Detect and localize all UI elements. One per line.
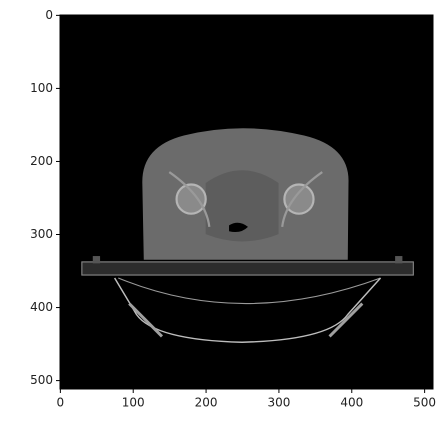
- pelvis-soft-tissue: [205, 170, 279, 242]
- table-edge-right: [395, 256, 403, 264]
- x-tick-label: 0: [57, 396, 65, 410]
- y-tick-label: 400: [30, 300, 53, 314]
- rectal-gas: [229, 222, 248, 233]
- right-hip: [283, 183, 315, 215]
- image: [60, 15, 433, 390]
- x-tick-label: 200: [195, 396, 218, 410]
- y-tick-label: 300: [30, 227, 53, 241]
- left-hip: [175, 183, 207, 215]
- x-tick-label: 300: [267, 396, 290, 410]
- y-tick-label: 100: [30, 81, 53, 95]
- x-tick-label: 100: [122, 396, 145, 410]
- x-tick-label: 400: [340, 396, 363, 410]
- support-inner: [118, 277, 381, 304]
- support-clips: [128, 302, 364, 338]
- y-tick-label: 200: [30, 154, 53, 168]
- axes-frame: [59, 14, 434, 390]
- y-tick-label: 0: [45, 8, 53, 22]
- x-tick-label: 500: [413, 396, 436, 410]
- table-edge-left: [92, 256, 101, 264]
- pelvic-bones: [168, 171, 323, 227]
- table: [81, 261, 414, 276]
- y-tick-label: 500: [30, 373, 53, 387]
